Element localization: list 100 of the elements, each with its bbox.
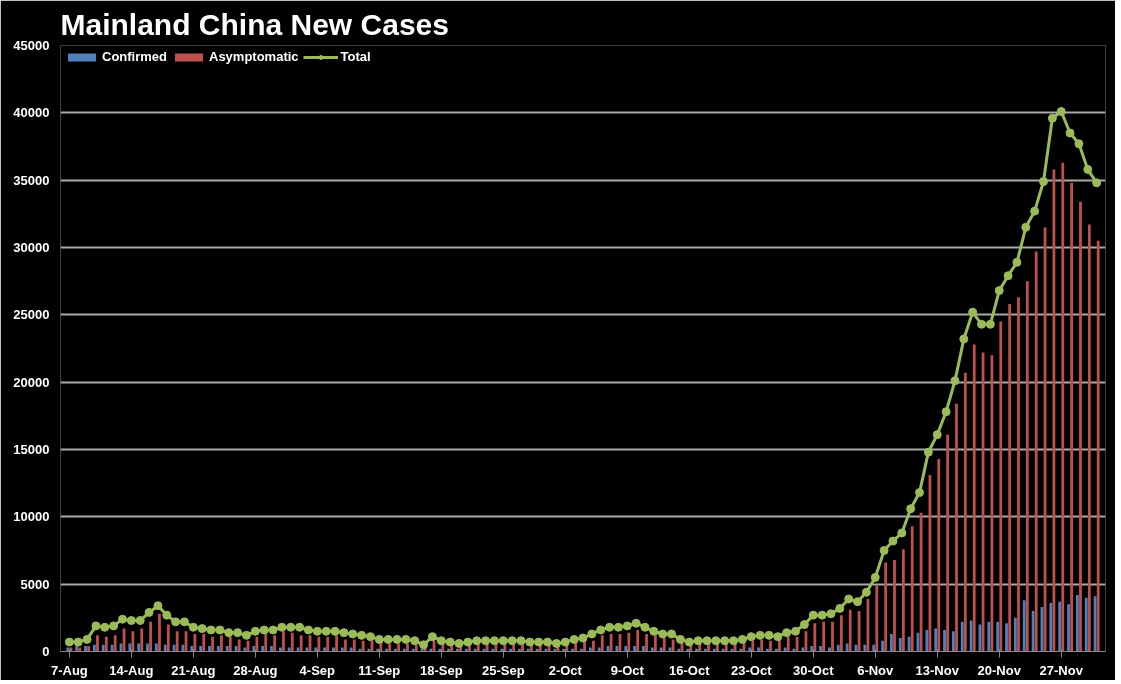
bar (960, 621, 964, 652)
bar (163, 644, 167, 652)
bar (1084, 597, 1088, 652)
bar (863, 644, 867, 652)
bar (907, 636, 911, 652)
y-tick-label: 35000 (13, 172, 50, 188)
y-tick-label: 0 (42, 644, 50, 659)
bar (1025, 281, 1029, 652)
x-tick-label: 20-Nov (977, 662, 1022, 678)
bar (146, 643, 149, 652)
bar (650, 647, 654, 652)
bar (1049, 603, 1053, 652)
bar (943, 629, 946, 652)
bar (893, 559, 896, 652)
bar (937, 458, 941, 652)
bar (934, 628, 938, 652)
bar (1008, 304, 1012, 652)
bar (149, 621, 152, 652)
bar (1017, 297, 1020, 652)
bar (597, 647, 601, 652)
y-tick-label: 10000 (13, 509, 50, 525)
y-tick-label: 5000 (20, 576, 50, 592)
bar (216, 646, 220, 652)
bar (963, 372, 967, 652)
x-tick-label: 9-Oct (610, 662, 645, 678)
bar (659, 647, 663, 652)
bar (1075, 594, 1079, 652)
y-tick-label: 25000 (13, 307, 50, 323)
bar (845, 643, 849, 652)
bar (101, 644, 105, 652)
x-tick-label: 7-Aug (50, 662, 88, 678)
bar (987, 621, 991, 652)
bar (955, 403, 958, 652)
bar (757, 647, 760, 652)
x-tick-label: 13-Nov (915, 662, 960, 678)
bar (925, 629, 929, 652)
x-tick-label: 16-Oct (669, 662, 711, 678)
legend-label: Asymptomatic (209, 49, 299, 64)
bar (1079, 201, 1082, 652)
bar (278, 647, 282, 652)
x-tick-label: 14-Aug (109, 662, 154, 678)
bar (340, 647, 344, 652)
bar (881, 640, 884, 652)
bar (848, 609, 852, 652)
bar (104, 636, 108, 652)
bar (299, 635, 303, 652)
bar (1067, 604, 1070, 652)
x-tick-label: 27-Nov (1039, 662, 1084, 678)
bar (828, 647, 831, 652)
bar (969, 620, 973, 652)
bar (810, 646, 814, 652)
chart-title: Mainland China New Cases (60, 7, 449, 41)
bar (137, 643, 141, 652)
bar (1058, 601, 1062, 652)
x-tick-label: 11-Sep (358, 662, 401, 678)
y-tick-label: 15000 (13, 442, 50, 457)
bar (261, 646, 265, 652)
bar (332, 647, 335, 652)
bar (175, 631, 179, 652)
bar (314, 647, 318, 652)
y-tick-label: 40000 (13, 105, 50, 121)
bar (96, 635, 99, 652)
bar (199, 646, 203, 652)
y-tick-label: 20000 (13, 374, 50, 390)
x-tick-label: 25-Sep (481, 662, 525, 678)
bar (748, 647, 752, 652)
x-tick-label: 28-Aug (233, 662, 278, 678)
x-tick-label: 6-Nov (857, 662, 895, 678)
bar (813, 623, 817, 652)
legend-label: Total (340, 49, 371, 64)
bar (1061, 162, 1065, 652)
bar (836, 644, 840, 652)
bar (972, 344, 976, 652)
bar (884, 562, 888, 652)
x-tick-label: 18-Sep (419, 662, 463, 678)
bar (270, 646, 273, 652)
bar (946, 434, 950, 652)
bar (624, 646, 628, 652)
bar (1087, 224, 1091, 652)
x-tick-label: 21-Aug (171, 662, 216, 678)
x-tick-label: 23-Oct (731, 662, 773, 678)
bar (208, 646, 211, 652)
bar (166, 624, 170, 652)
bar (349, 647, 353, 652)
bar (92, 644, 96, 652)
bar (1014, 617, 1017, 652)
bar (287, 647, 291, 652)
bar (996, 621, 1000, 652)
bar (952, 631, 955, 652)
bar (1070, 182, 1074, 652)
bar (801, 647, 805, 652)
x-tick-label: 30-Oct (793, 662, 835, 678)
bar (901, 549, 905, 652)
bar (1005, 623, 1008, 652)
bar (252, 646, 256, 652)
bar (154, 643, 158, 652)
bar (615, 646, 619, 652)
bar (1034, 251, 1038, 652)
bar (140, 628, 144, 652)
bar (588, 647, 592, 652)
